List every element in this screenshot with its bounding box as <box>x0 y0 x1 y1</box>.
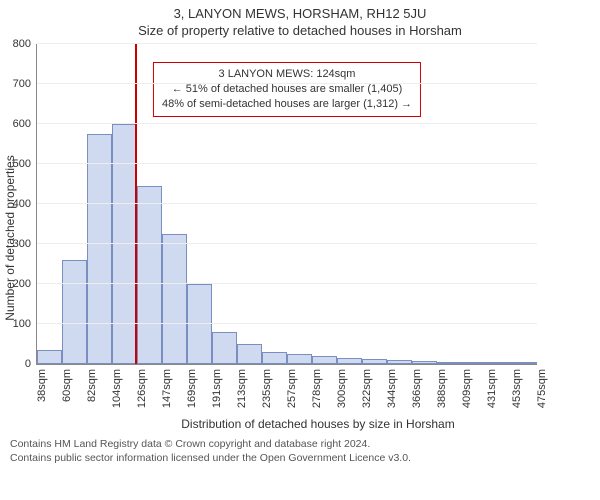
y-tick: 300 <box>13 238 37 250</box>
y-tick: 400 <box>13 198 37 210</box>
x-tick: 388sqm <box>436 369 448 408</box>
x-tick: 82sqm <box>86 369 98 402</box>
gridline <box>37 163 537 164</box>
header: 3, LANYON MEWS, HORSHAM, RH12 5JU Size o… <box>0 0 600 38</box>
histogram-bar <box>387 360 412 364</box>
plot-region: 3 LANYON MEWS: 124sqm ← 51% of detached … <box>36 44 537 365</box>
gridline <box>37 43 537 44</box>
gridline <box>37 243 537 244</box>
histogram-bar <box>262 352 287 364</box>
footer: Contains HM Land Registry data © Crown c… <box>0 431 600 465</box>
footer-line1: Contains HM Land Registry data © Crown c… <box>10 437 590 451</box>
x-tick: 104sqm <box>111 369 123 408</box>
histogram-bar <box>512 362 537 364</box>
x-tick: 191sqm <box>211 369 223 408</box>
chart-area: Number of detached properties 3 LANYON M… <box>36 44 600 431</box>
gridline <box>37 323 537 324</box>
subtitle-line: Size of property relative to detached ho… <box>0 23 600 38</box>
histogram-bar <box>112 124 137 364</box>
histogram-bar <box>312 356 337 364</box>
histogram-bar <box>37 350 62 364</box>
address-line: 3, LANYON MEWS, HORSHAM, RH12 5JU <box>0 6 600 21</box>
histogram-bar <box>162 234 187 364</box>
histogram-bar <box>487 362 512 364</box>
callout-line1: 3 LANYON MEWS: 124sqm <box>162 67 412 82</box>
x-tick: 235sqm <box>261 369 273 408</box>
x-tick: 147sqm <box>161 369 173 408</box>
y-tick: 500 <box>13 158 37 170</box>
x-tick: 257sqm <box>286 369 298 408</box>
gridline <box>37 283 537 284</box>
x-tick: 169sqm <box>186 369 198 408</box>
y-tick: 700 <box>13 78 37 90</box>
histogram-bar <box>187 284 212 364</box>
y-tick: 100 <box>13 318 37 330</box>
gridline <box>37 83 537 84</box>
x-tick: 278sqm <box>311 369 323 408</box>
y-tick: 200 <box>13 278 37 290</box>
histogram-bar <box>412 361 437 364</box>
histogram-bar <box>62 260 87 364</box>
x-axis-label: Distribution of detached houses by size … <box>36 417 600 431</box>
histogram-bar <box>462 362 487 364</box>
histogram-bar <box>362 359 387 364</box>
histogram-bar <box>87 134 112 364</box>
histogram-bar <box>237 344 262 364</box>
x-tick: 300sqm <box>336 369 348 408</box>
x-ticks: 38sqm 60sqm 82sqm 104sqm 126sqm 147sqm 169sqm 1… <box>36 365 536 415</box>
marker-line <box>135 44 137 364</box>
x-tick: 409sqm <box>461 369 473 408</box>
x-tick: 344sqm <box>386 369 398 408</box>
footer-line2: Contains public sector information licen… <box>10 451 590 465</box>
x-tick: 60sqm <box>61 369 73 402</box>
histogram-bar <box>337 358 362 364</box>
histogram-bar <box>137 186 162 364</box>
y-tick: 600 <box>13 118 37 130</box>
callout-line2: ← 51% of detached houses are smaller (1,… <box>162 82 412 97</box>
histogram-bar <box>212 332 237 364</box>
histogram-bar <box>437 362 462 364</box>
callout-line3: 48% of semi-detached houses are larger (… <box>162 97 412 112</box>
x-tick: 126sqm <box>136 369 148 408</box>
x-tick: 453sqm <box>511 369 523 408</box>
gridline <box>37 123 537 124</box>
y-tick: 800 <box>13 38 37 50</box>
callout-box: 3 LANYON MEWS: 124sqm ← 51% of detached … <box>153 62 421 117</box>
x-tick: 475sqm <box>536 369 548 408</box>
histogram-bar <box>287 354 312 364</box>
x-tick: 322sqm <box>361 369 373 408</box>
x-tick: 366sqm <box>411 369 423 408</box>
x-tick: 213sqm <box>236 369 248 408</box>
gridline <box>37 203 537 204</box>
x-tick: 431sqm <box>486 369 498 408</box>
x-tick: 38sqm <box>36 369 48 402</box>
